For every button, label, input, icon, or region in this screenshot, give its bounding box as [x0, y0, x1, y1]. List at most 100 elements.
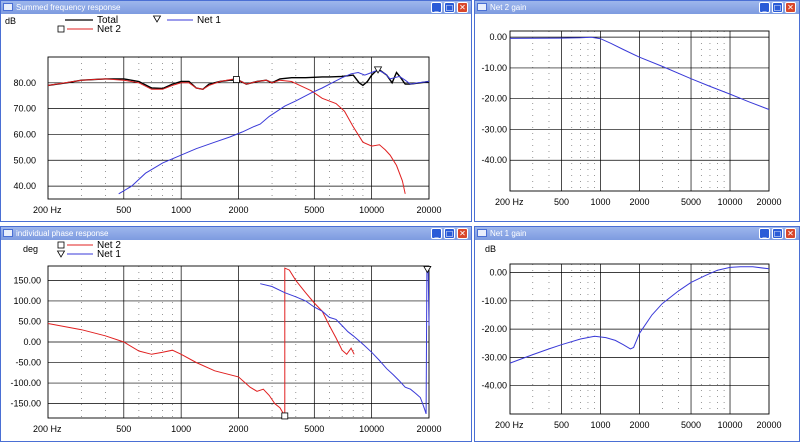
y-tick-label: 100.00 — [13, 296, 41, 306]
x-tick-label: 1000 — [591, 197, 611, 207]
series-line-net-2 — [47, 267, 355, 418]
x-tick-label: 200 Hz — [495, 197, 524, 207]
unit-label: deg — [23, 244, 38, 254]
x-tick-label: 20000 — [416, 424, 441, 434]
close-icon[interactable]: ✕ — [457, 2, 468, 13]
maximize-icon[interactable]: □ — [772, 228, 783, 239]
x-tick-label: 10000 — [359, 205, 384, 215]
close-icon[interactable]: ✕ — [457, 228, 468, 239]
x-tick-label: 1000 — [171, 424, 191, 434]
minimize-icon[interactable]: _ — [431, 228, 442, 239]
legend-label: Net 1 — [197, 15, 221, 26]
net2-gain-window: Net 2 gain _ □ ✕ 0.00 -10.00 -20.00 -30.00 -… — [474, 0, 800, 222]
series-marker — [423, 266, 432, 274]
series-line-net-1 — [118, 69, 430, 195]
series-line-gain — [509, 36, 770, 110]
x-tick-label: 200 Hz — [33, 424, 62, 434]
x-tick-label: 20000 — [416, 205, 441, 215]
window-title: individual phase response — [16, 229, 109, 238]
plot-area — [509, 263, 770, 415]
legend-marker — [57, 25, 65, 33]
minimize-icon[interactable]: _ — [431, 2, 442, 13]
minimize-icon[interactable]: _ — [759, 228, 770, 239]
y-tick-label: -20.00 — [481, 94, 507, 104]
window-titlebar[interactable]: individual phase response _ □ ✕ — [1, 227, 471, 240]
y-tick-label: -30.00 — [481, 124, 507, 134]
y-tick-label: 70.00 — [13, 104, 36, 114]
y-tick-label: -30.00 — [481, 352, 507, 362]
series-marker — [373, 66, 383, 74]
plot-frame — [47, 56, 430, 200]
x-tick-label: 5000 — [304, 205, 324, 215]
x-tick-label: 5000 — [681, 197, 701, 207]
x-tick-label: 2000 — [629, 420, 649, 430]
y-tick-label: 80.00 — [13, 78, 36, 88]
y-tick-label: 150.00 — [13, 275, 41, 285]
summed-response-window: Summed frequency response _ □ ✕ 80.00 70.… — [0, 0, 472, 222]
plot-area — [509, 30, 770, 192]
net1-gain-window: Net 1 gain _ □ ✕ 0.00 -10.00 -20.00 -30.00 -… — [474, 226, 800, 442]
window-icon — [3, 3, 13, 11]
y-tick-label: 50.00 — [18, 316, 41, 326]
x-tick-label: 10000 — [359, 424, 384, 434]
plot-frame — [47, 265, 430, 419]
y-tick-label: -100.00 — [10, 378, 41, 388]
window-titlebar[interactable]: Net 1 gain _ □ ✕ — [475, 227, 799, 240]
window-icon — [477, 229, 487, 237]
legend-marker — [56, 250, 66, 258]
y-tick-label: -20.00 — [481, 324, 507, 334]
window-title: Summed frequency response — [16, 3, 121, 12]
y-tick-label: -40.00 — [481, 155, 507, 165]
x-tick-label: 1000 — [171, 205, 191, 215]
maximize-icon[interactable]: □ — [772, 2, 783, 13]
x-tick-label: 500 — [116, 205, 131, 215]
phase-response-chart: 150.00 100.00 50.00 0.00 -50.00 -100.00 -150.0… — [10, 240, 441, 434]
close-icon[interactable]: ✕ — [785, 228, 796, 239]
x-tick-label: 500 — [554, 420, 569, 430]
x-tick-label: 200 Hz — [33, 205, 62, 215]
y-tick-label: 0.00 — [489, 267, 507, 277]
x-tick-label: 500 — [554, 197, 569, 207]
window-titlebar[interactable]: Net 2 gain _ □ ✕ — [475, 1, 799, 14]
window-titlebar[interactable]: Summed frequency response _ □ ✕ — [1, 1, 471, 14]
unit-label: dB — [5, 16, 16, 26]
y-tick-label: -40.00 — [481, 381, 507, 391]
legend-label: Total — [97, 15, 118, 26]
net1-gain-chart: 0.00 -10.00 -20.00 -30.00 -40.00 200 Hz 500 100… — [481, 244, 781, 430]
y-tick-label: -50.00 — [15, 358, 41, 368]
summed-response-chart: 80.00 70.00 60.00 50.00 40.00 200 Hz 500 1000 20… — [5, 15, 442, 215]
y-tick-label: -10.00 — [481, 63, 507, 73]
x-tick-label: 1000 — [591, 420, 611, 430]
phase-response-window: individual phase response _ □ ✕ 150.00 10… — [0, 226, 472, 442]
maximize-icon[interactable]: □ — [444, 2, 455, 13]
legend-marker — [152, 15, 162, 23]
legend-marker — [57, 241, 65, 249]
x-tick-label: 20000 — [756, 197, 781, 207]
plot-frame — [509, 30, 770, 192]
x-tick-label: 10000 — [718, 197, 743, 207]
legend-label: Net 2 — [97, 24, 121, 35]
x-tick-label: 5000 — [681, 420, 701, 430]
maximize-icon[interactable]: □ — [444, 228, 455, 239]
window-icon — [477, 3, 487, 11]
series-marker — [233, 76, 240, 83]
legend-label: Net 1 — [97, 249, 121, 260]
close-icon[interactable]: ✕ — [785, 2, 796, 13]
y-tick-label: 60.00 — [13, 129, 36, 139]
x-tick-label: 2000 — [228, 424, 248, 434]
series-marker — [281, 412, 289, 420]
x-tick-label: 10000 — [718, 420, 743, 430]
x-tick-label: 2000 — [228, 205, 248, 215]
y-tick-label: 0.00 — [489, 32, 507, 42]
x-tick-label: 500 — [116, 424, 131, 434]
x-tick-label: 20000 — [756, 420, 781, 430]
y-tick-label: 50.00 — [13, 155, 36, 165]
series-line-gain — [509, 266, 770, 364]
y-tick-label: 40.00 — [13, 181, 36, 191]
y-tick-label: -10.00 — [481, 296, 507, 306]
window-title: Net 1 gain — [490, 229, 527, 238]
series-line-net-1 — [260, 267, 430, 415]
x-tick-label: 5000 — [304, 424, 324, 434]
minimize-icon[interactable]: _ — [759, 2, 770, 13]
y-tick-label: -150.00 — [10, 399, 41, 409]
